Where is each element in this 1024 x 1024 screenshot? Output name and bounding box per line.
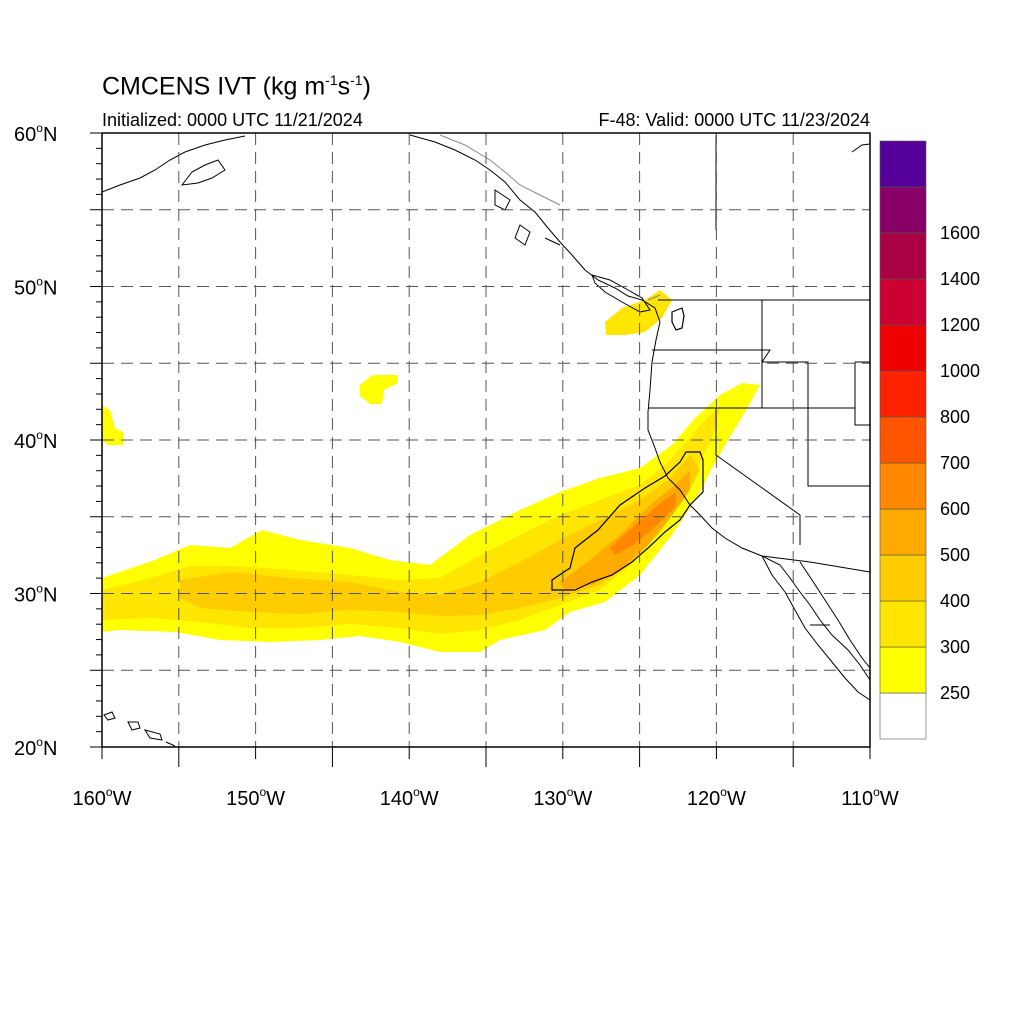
tick-marks <box>90 132 871 767</box>
lon-label: 130oW <box>533 785 592 810</box>
colorbar-label: 300 <box>940 637 970 657</box>
ivt-contour-washington <box>671 307 685 331</box>
coast-gulf-of-california <box>799 561 871 669</box>
lon-label: 160oW <box>73 785 132 810</box>
lon-label: 110oW <box>841 785 899 810</box>
border-nevada-utah <box>807 408 870 487</box>
border-california-nevada <box>715 408 801 545</box>
ivt-shading <box>102 290 760 652</box>
coastlines <box>101 134 871 747</box>
colorbar-label: 500 <box>940 545 970 565</box>
coast-ne-corner <box>851 143 871 153</box>
lat-label: 40oN <box>14 428 57 453</box>
colorbar-segment <box>879 416 927 464</box>
lat-label: 60oN <box>14 121 57 146</box>
border-bc-gray <box>647 294 661 301</box>
colorbar-label: 700 <box>940 453 970 473</box>
ivt-band-500 <box>560 470 690 590</box>
border-us-mexico <box>761 555 871 573</box>
border-east-box <box>854 361 870 426</box>
political-borders <box>648 135 871 626</box>
border-idaho <box>761 300 809 408</box>
lon-label: 140oW <box>380 785 439 810</box>
ivt-patch-west-edge <box>102 405 123 445</box>
colorbar-label: 1200 <box>940 315 980 335</box>
colorbar-label: 600 <box>940 499 970 519</box>
colorbar-segment <box>879 692 927 740</box>
coast-hawaii <box>103 711 176 747</box>
colorbar-label: 1400 <box>940 269 980 289</box>
colorbar: 250 300 400 500 600 700 800 1000 1200 1400 1600 <box>879 140 980 740</box>
coast-bc-islands <box>494 189 561 246</box>
valid-time-label: F-48: Valid: 0000 UTC 11/23/2024 <box>598 110 871 130</box>
ivt-500-contour <box>551 451 704 591</box>
coast-alaska-west <box>101 135 246 193</box>
lat-label: 20oN <box>14 735 57 760</box>
axis-labels: 60oN 50oN 40oN 30oN 20oN 160oW 150oW 140oW 130oW… <box>14 121 899 810</box>
colorbar-segment <box>879 278 927 326</box>
colorbar-segment <box>879 232 927 280</box>
colorbar-label: 1600 <box>940 223 980 243</box>
colorbar-segment <box>879 324 927 372</box>
coast-baja <box>761 555 871 701</box>
colorbar-label: 250 <box>940 683 970 703</box>
colorbar-segment <box>879 508 927 556</box>
coast-vancouver-island <box>591 274 651 313</box>
colorbar-label: 800 <box>940 407 970 427</box>
coast-british-columbia <box>584 269 871 681</box>
ivt-patch-mid-pacific <box>360 375 398 404</box>
colorbar-label: 400 <box>940 591 970 611</box>
border-oregon-north <box>652 349 771 408</box>
coast-alaska-peninsula <box>180 159 226 186</box>
colorbar-segment <box>879 140 927 188</box>
colorbar-segment <box>879 462 927 510</box>
colorbar-segment <box>879 554 927 602</box>
gray-borders <box>439 134 661 301</box>
lon-label: 150oW <box>226 785 285 810</box>
colorbar-segment <box>879 370 927 418</box>
colorbar-segment <box>879 646 927 694</box>
lat-label: 50oN <box>14 275 57 300</box>
lat-label: 30oN <box>14 582 57 607</box>
ivt-patch-washington <box>605 290 672 335</box>
graticule <box>102 133 870 747</box>
border-alaska-bc-gray <box>439 134 561 206</box>
coast-gulf-of-alaska <box>409 134 586 271</box>
lon-label: 120oW <box>687 785 746 810</box>
initialized-label: Initialized: 0000 UTC 11/21/2024 <box>102 110 363 130</box>
colorbar-label: 1000 <box>940 361 980 381</box>
colorbar-segment <box>879 186 927 234</box>
chart-title: CMCENS IVT (kg m-1s-1) <box>102 72 371 101</box>
colorbar-segment <box>879 600 927 648</box>
ivt-band-600 <box>610 492 676 555</box>
